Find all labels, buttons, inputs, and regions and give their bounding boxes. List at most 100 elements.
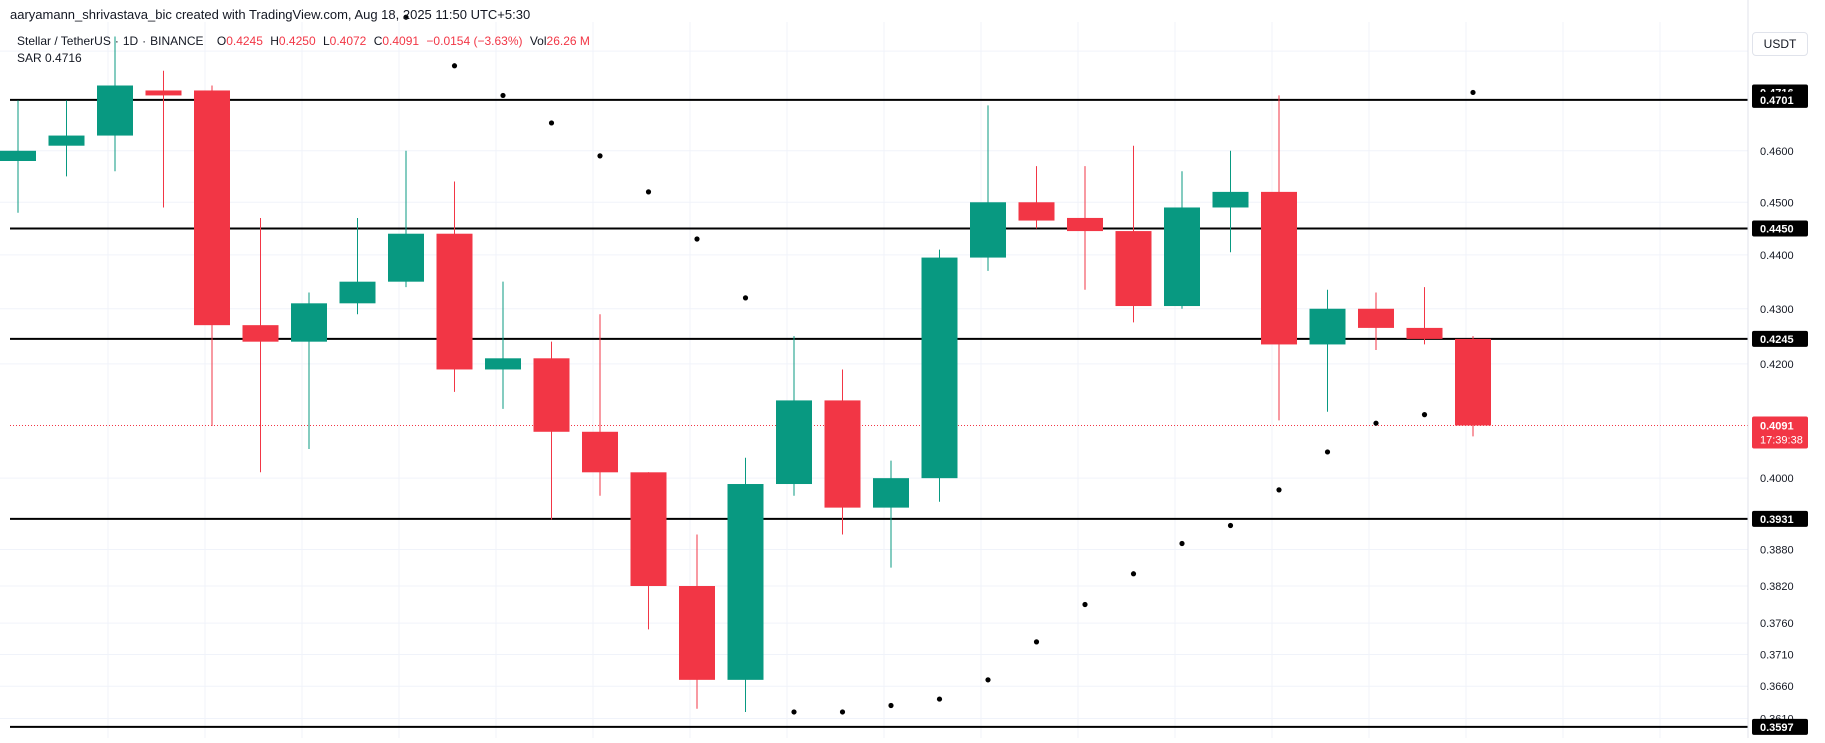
candle[interactable] (533, 341, 570, 520)
candle[interactable] (1164, 171, 1200, 309)
candle-body[interactable] (1358, 308, 1394, 328)
candle[interactable] (48, 100, 85, 177)
candle[interactable] (873, 460, 909, 568)
level-price-badge[interactable]: 0.4245 (1752, 330, 1808, 347)
candle-body[interactable] (921, 257, 958, 479)
price-axis[interactable]: 0.48000.46000.45000.44000.43000.42000.40… (1747, 0, 1808, 738)
sar-dot (694, 236, 700, 242)
candle-body[interactable] (1018, 202, 1055, 221)
candle-body[interactable] (1309, 308, 1346, 345)
candle[interactable] (1067, 166, 1103, 290)
candle[interactable] (679, 534, 715, 709)
candle[interactable] (921, 249, 958, 502)
last-price-text: 0.4091 (1760, 420, 1794, 432)
sar-dot (985, 677, 991, 683)
candle[interactable] (388, 150, 424, 288)
candle-body[interactable] (824, 400, 861, 508)
candle-body[interactable] (194, 90, 230, 326)
candle[interactable] (485, 281, 521, 409)
y-tick-label: 0.4400 (1760, 250, 1794, 262)
change-value: −0.0154 (−3.63%) (426, 34, 523, 48)
candle-body[interactable] (242, 325, 279, 342)
candle-body[interactable] (485, 358, 521, 370)
candle[interactable] (194, 85, 230, 427)
candle[interactable] (1261, 95, 1297, 421)
y-tick-label: 0.3880 (1760, 545, 1794, 557)
level-price-badge[interactable]: 0.3597 (1752, 718, 1808, 735)
candle-body[interactable] (776, 400, 812, 485)
sar-dots (403, 14, 1476, 715)
symbol-name[interactable]: Stellar / TetherUS (17, 34, 111, 48)
last-price-badge-bg (1752, 416, 1808, 449)
candle-body[interactable] (291, 303, 327, 342)
candle[interactable] (1309, 289, 1346, 412)
sar-dot (1421, 412, 1428, 418)
level-price-badge[interactable]: 0.3931 (1752, 510, 1808, 527)
candle[interactable] (1212, 150, 1249, 253)
candle-body[interactable] (727, 484, 764, 680)
candle[interactable] (339, 217, 376, 315)
level-price-badge-text: 0.4450 (1760, 223, 1794, 235)
candle[interactable] (145, 70, 182, 208)
candle[interactable] (0, 100, 36, 213)
candle[interactable] (97, 36, 133, 172)
candle-body[interactable] (0, 150, 36, 161)
candle-body[interactable] (970, 202, 1006, 258)
y-tick-label: 0.3820 (1760, 581, 1794, 593)
candle[interactable] (776, 336, 812, 496)
y-tick-label: 0.3710 (1760, 649, 1794, 661)
candle-body[interactable] (339, 281, 376, 304)
candle-body[interactable] (679, 586, 715, 680)
candle-body[interactable] (1115, 231, 1152, 307)
candle[interactable] (630, 472, 667, 630)
candle-body[interactable] (873, 478, 909, 508)
sar-dot (500, 92, 506, 99)
y-tick-label: 0.4500 (1760, 197, 1794, 209)
level-price-badge-text: 0.3597 (1760, 722, 1794, 734)
candle-body[interactable] (1067, 217, 1103, 232)
last-price-badge[interactable]: 0.4091 17:39:38 (1752, 416, 1808, 449)
currency-button[interactable]: USDT (1752, 32, 1808, 56)
candle-body[interactable] (1164, 207, 1200, 307)
candle[interactable] (727, 457, 764, 712)
sar-dot (1082, 601, 1088, 608)
candle[interactable] (436, 181, 473, 392)
sar-dot (936, 696, 943, 702)
candle[interactable] (1115, 145, 1152, 323)
candle[interactable] (1455, 336, 1491, 437)
level-price-badge[interactable]: 0.4701 (1752, 91, 1808, 108)
candle-body[interactable] (1455, 338, 1491, 426)
level-price-badge-bg (1752, 330, 1808, 347)
level-price-badge[interactable]: 0.4450 (1752, 220, 1808, 237)
level-price-badge-bg (1752, 91, 1808, 108)
candle-body[interactable] (582, 431, 618, 473)
countdown-text: 17:39:38 (1760, 434, 1803, 446)
candle[interactable] (970, 105, 1006, 271)
level-price-badge-bg (1752, 510, 1808, 527)
candle-body[interactable] (1406, 327, 1443, 339)
candle-body[interactable] (1261, 191, 1297, 345)
y-tick-label: 0.3660 (1760, 681, 1794, 693)
candles[interactable] (0, 36, 1491, 712)
candle-body[interactable] (1212, 191, 1249, 208)
candle-body[interactable] (388, 233, 424, 282)
sar-label: SAR (17, 51, 42, 65)
candle-body[interactable] (436, 233, 473, 370)
candle[interactable] (1018, 166, 1055, 229)
candle[interactable] (824, 369, 861, 535)
candle[interactable] (242, 217, 279, 473)
candle-body[interactable] (533, 358, 570, 432)
level-price-badge-bg (1752, 220, 1808, 237)
sar-dot (1470, 89, 1476, 96)
candle[interactable] (582, 314, 618, 496)
candle[interactable] (1406, 287, 1443, 345)
candle[interactable] (291, 292, 327, 450)
candle[interactable] (1358, 292, 1394, 350)
candle-body[interactable] (145, 90, 182, 96)
candle-body[interactable] (630, 472, 667, 587)
candle-body[interactable] (48, 135, 85, 146)
candle-body[interactable] (97, 85, 133, 136)
sar-legend[interactable]: SAR 0.4716 (17, 51, 82, 65)
